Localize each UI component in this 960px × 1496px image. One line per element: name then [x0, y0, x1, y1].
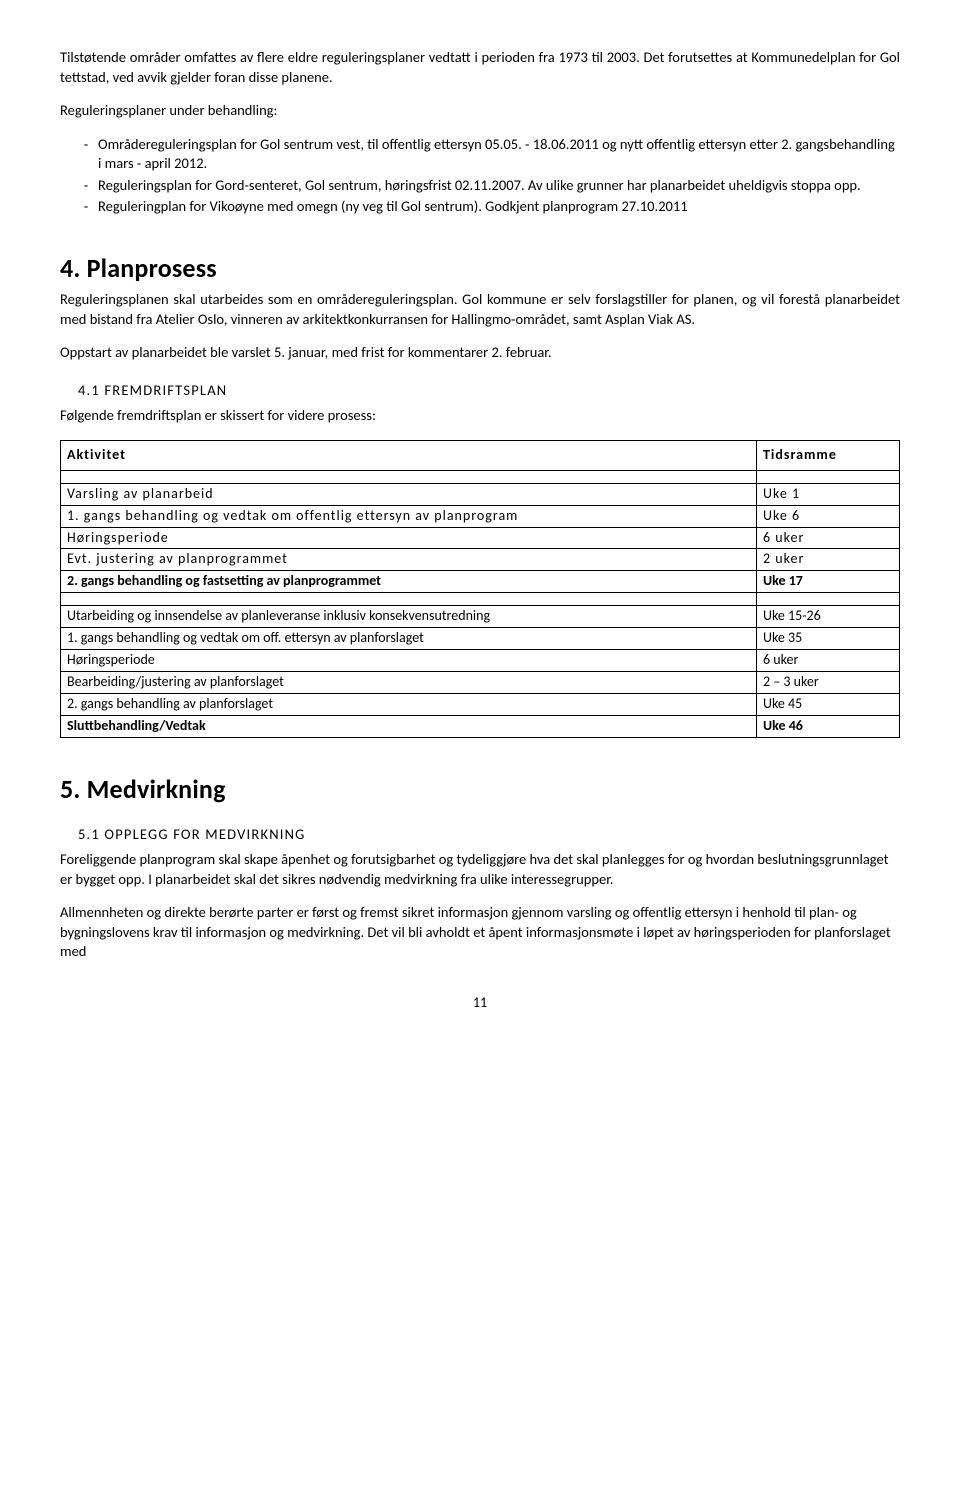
section-4-p2: Oppstart av planarbeidet ble varslet 5. … [60, 343, 900, 363]
table-cell: Uke 45 [757, 693, 900, 715]
table-cell: Uke 35 [757, 628, 900, 650]
table-cell: 2 uker [757, 549, 900, 571]
list-item: Reguleringsplan for Gord-senteret, Gol s… [98, 176, 900, 196]
intro-paragraph-1: Tilstøtende områder omfattes av flere el… [60, 48, 900, 87]
table-cell: Utarbeiding og innsendelse av planlevera… [61, 606, 757, 628]
section-4-heading: 4. Planprosess [60, 251, 900, 286]
table-cell: 6 uker [757, 527, 900, 549]
list-item: Reguleringplan for Vikoøyne med omegn (n… [98, 197, 900, 217]
table-cell: Varsling av planarbeid [61, 483, 757, 505]
schedule-table: Aktivitet Tidsramme Varsling av planarbe… [60, 440, 900, 738]
section-5-1-p1: Foreliggende planprogram skal skape åpen… [60, 850, 900, 889]
table-header-activity: Aktivitet [61, 440, 757, 470]
section-5-heading: 5. Medvirkning [60, 772, 900, 807]
section-4-p1: Reguleringsplanen skal utarbeides som en… [60, 290, 900, 329]
table-cell: Uke 17 [757, 571, 900, 593]
table-cell: 2 – 3 uker [757, 671, 900, 693]
table-cell: Høringsperiode [61, 649, 757, 671]
table-cell: 2. gangs behandling og fastsetting av pl… [61, 571, 757, 593]
table-cell: Evt. justering av planprogrammet [61, 549, 757, 571]
table-cell: Uke 1 [757, 483, 900, 505]
section-4-1-p: Følgende fremdriftsplan er skissert for … [60, 406, 900, 426]
table-cell: Bearbeiding/justering av planforslaget [61, 671, 757, 693]
table-cell: 1. gangs behandling og vedtak om offentl… [61, 505, 757, 527]
section-5-1-p2: Allmennheten og direkte berørte parter e… [60, 903, 900, 962]
table-header-timeframe: Tidsramme [757, 440, 900, 470]
list-item: Områdereguleringsplan for Gol sentrum ve… [98, 135, 900, 174]
table-cell: 1. gangs behandling og vedtak om off. et… [61, 628, 757, 650]
intro-paragraph-2: Reguleringsplaner under behandling: [60, 101, 900, 121]
table-cell: Uke 6 [757, 505, 900, 527]
table-cell: 6 uker [757, 649, 900, 671]
section-4-1-heading: 4.1 FREMDRIFTSPLAN [78, 381, 900, 401]
table-cell: Uke 15-26 [757, 606, 900, 628]
plans-list: Områdereguleringsplan for Gol sentrum ve… [60, 135, 900, 217]
section-5-1-heading: 5.1 OPPLEGG FOR MEDVIRKNING [78, 825, 900, 845]
page-number: 11 [60, 994, 900, 1013]
table-cell: 2. gangs behandling av planforslaget [61, 693, 757, 715]
table-cell: Høringsperiode [61, 527, 757, 549]
table-cell: Sluttbehandling/Vedtak [61, 715, 757, 737]
table-cell: Uke 46 [757, 715, 900, 737]
